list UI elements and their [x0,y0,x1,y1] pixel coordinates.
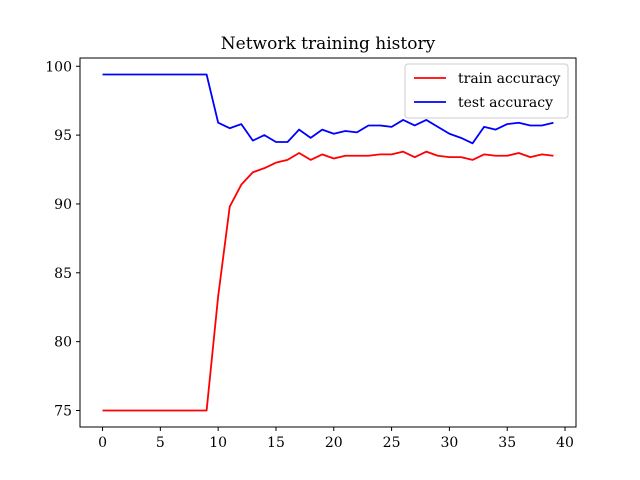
x-tick-label: 20 [325,435,343,451]
legend-label-test-accuracy: test accuracy [458,95,553,111]
y-tick-label: 85 [54,266,72,282]
legend: train accuracy test accuracy [404,63,569,119]
x-tick-label: 15 [267,435,285,451]
plot-area-frame [79,57,577,428]
x-tick-label: 5 [156,435,165,451]
x-tick-label: 0 [98,435,107,451]
series-layer [102,73,554,412]
x-tick-label: 40 [556,435,574,451]
x-tick-label: 25 [383,435,401,451]
x-tick-label: 10 [209,435,227,451]
x-axis: 0 5 10 15 20 25 30 35 40 [98,427,574,451]
y-tick-label: 95 [54,128,72,144]
y-axis: 75 80 85 90 95 100 [45,59,80,419]
y-tick-label: 80 [54,335,72,351]
y-tick-label: 90 [54,197,72,213]
x-tick-label: 30 [440,435,458,451]
x-tick-label: 35 [498,435,516,451]
series-line-train-accuracy [102,150,554,412]
chart-title: Network training history [221,34,436,54]
series-line-test-accuracy [102,73,554,145]
y-tick-label: 75 [54,403,72,419]
y-tick-label: 100 [45,59,72,75]
legend-label-train-accuracy: train accuracy [458,71,561,87]
